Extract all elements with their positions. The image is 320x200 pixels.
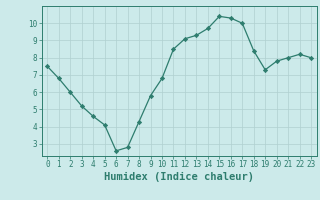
X-axis label: Humidex (Indice chaleur): Humidex (Indice chaleur) [104,172,254,182]
